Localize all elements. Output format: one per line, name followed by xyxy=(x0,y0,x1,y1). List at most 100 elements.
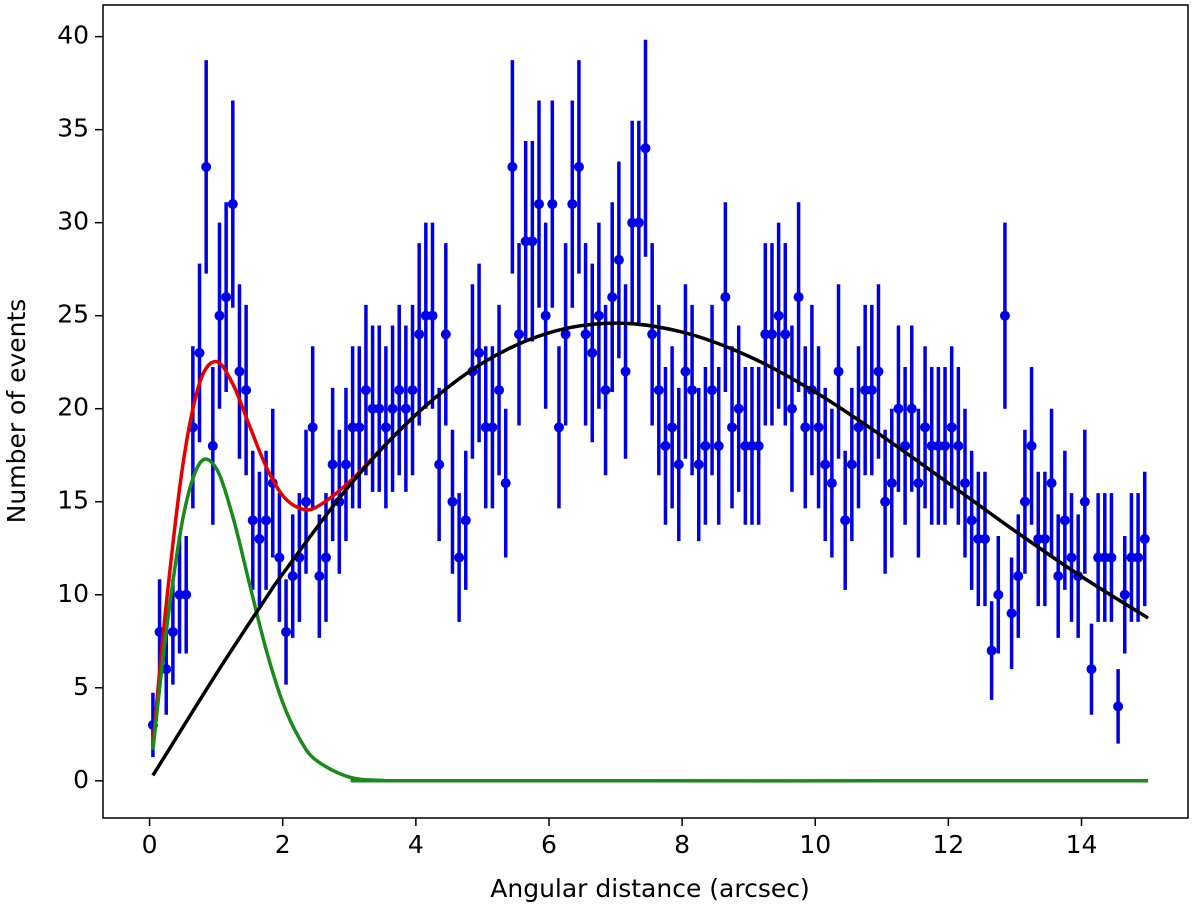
data-point xyxy=(553,422,564,433)
data-point xyxy=(527,236,538,247)
data-point xyxy=(979,533,990,544)
y-tick-label: 0 xyxy=(73,765,89,794)
y-tick-label: 5 xyxy=(73,672,89,701)
data-point xyxy=(580,329,591,340)
data-point xyxy=(1059,515,1070,526)
y-tick-label: 30 xyxy=(57,207,89,236)
data-point xyxy=(214,310,225,321)
y-tick-label: 40 xyxy=(57,21,89,50)
x-tick-label: 0 xyxy=(142,830,158,859)
data-point xyxy=(753,440,764,451)
data-point xyxy=(194,347,205,358)
data-point xyxy=(494,385,505,396)
data-point xyxy=(274,552,285,563)
y-tick-label: 35 xyxy=(57,114,89,143)
data-point xyxy=(427,310,438,321)
data-point xyxy=(447,496,458,507)
data-point xyxy=(727,422,738,433)
data-point xyxy=(287,571,298,582)
data-point xyxy=(247,515,258,526)
data-point xyxy=(766,329,777,340)
data-point xyxy=(960,478,971,489)
data-point xyxy=(800,422,811,433)
data-point xyxy=(487,422,498,433)
data-point xyxy=(913,478,924,489)
data-point xyxy=(474,347,485,358)
data-point xyxy=(201,161,212,172)
data-point xyxy=(906,403,917,414)
data-point xyxy=(1113,701,1124,712)
data-point xyxy=(793,292,804,303)
data-point xyxy=(394,385,405,396)
data-point xyxy=(340,459,351,470)
data-point xyxy=(1086,664,1097,675)
data-point xyxy=(354,422,365,433)
data-point xyxy=(540,310,551,321)
data-point xyxy=(713,440,724,451)
data-point xyxy=(953,440,964,451)
x-tick-label: 4 xyxy=(408,830,424,859)
data-point xyxy=(873,366,884,377)
data-point xyxy=(826,478,837,489)
data-point xyxy=(886,478,897,489)
data-point xyxy=(454,552,465,563)
data-point xyxy=(1106,552,1117,563)
data-point xyxy=(986,645,997,656)
y-tick-label: 25 xyxy=(57,300,89,329)
data-point xyxy=(387,403,398,414)
data-point xyxy=(327,459,338,470)
data-point xyxy=(667,422,678,433)
x-tick-label: 12 xyxy=(932,830,964,859)
data-point xyxy=(407,385,418,396)
data-point xyxy=(687,385,698,396)
data-point xyxy=(660,440,671,451)
data-point xyxy=(573,161,584,172)
data-point xyxy=(840,515,851,526)
data-point xyxy=(673,459,684,470)
data-point xyxy=(820,459,831,470)
fit-curve xyxy=(151,321,1149,777)
data-point xyxy=(1046,478,1057,489)
data-point xyxy=(307,422,318,433)
data-point xyxy=(460,515,471,526)
data-point xyxy=(514,329,525,340)
data-point xyxy=(653,385,664,396)
data-point xyxy=(1039,533,1050,544)
data-point xyxy=(254,533,265,544)
data-point xyxy=(833,366,844,377)
data-point xyxy=(1066,552,1077,563)
data-point xyxy=(940,440,951,451)
data-point xyxy=(600,385,611,396)
y-tick-label: 15 xyxy=(57,486,89,515)
data-point xyxy=(1139,533,1150,544)
data-point xyxy=(786,403,797,414)
data-point xyxy=(946,422,957,433)
data-point xyxy=(507,161,518,172)
x-axis-label: Angular distance (arcsec) xyxy=(490,874,809,903)
data-point xyxy=(1026,440,1037,451)
data-point xyxy=(587,347,598,358)
data-point xyxy=(866,385,877,396)
y-tick-label: 10 xyxy=(57,579,89,608)
data-point xyxy=(567,199,578,210)
y-tick-label: 20 xyxy=(57,393,89,422)
data-point xyxy=(773,310,784,321)
data-point xyxy=(167,626,178,637)
data-point xyxy=(720,292,731,303)
data-point xyxy=(1133,552,1144,563)
data-point xyxy=(593,310,604,321)
data-point xyxy=(846,459,857,470)
x-tick-label: 6 xyxy=(541,830,557,859)
data-point xyxy=(261,515,272,526)
data-point xyxy=(993,589,1004,600)
fit-curve xyxy=(151,457,1149,783)
data-point xyxy=(360,385,371,396)
data-point xyxy=(1019,496,1030,507)
data-point xyxy=(893,403,904,414)
data-point xyxy=(693,459,704,470)
data-point xyxy=(853,422,864,433)
data-point xyxy=(234,366,245,377)
data-point xyxy=(707,385,718,396)
data-point xyxy=(533,199,544,210)
data-point xyxy=(547,199,558,210)
